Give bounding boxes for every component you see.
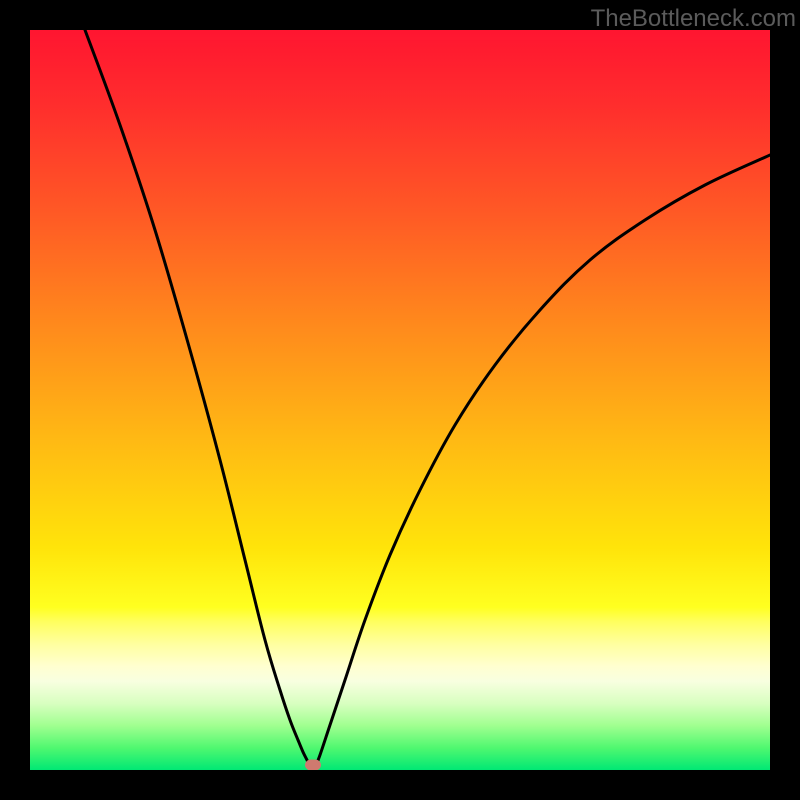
plot-area xyxy=(30,30,770,770)
watermark-text: TheBottleneck.com xyxy=(591,5,796,33)
optimal-point-marker xyxy=(30,30,770,770)
